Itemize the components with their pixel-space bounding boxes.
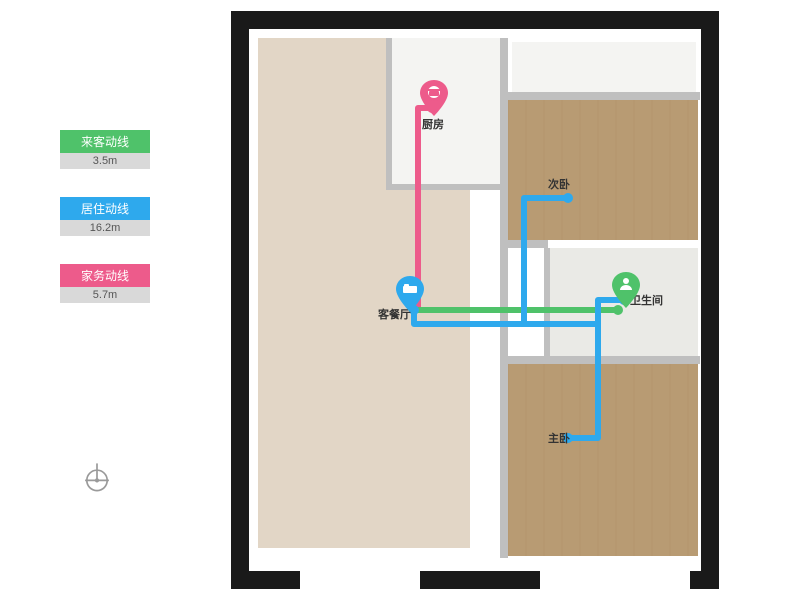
legend-value: 3.5m: [60, 153, 150, 169]
compass-icon: [80, 460, 114, 494]
kitchen-marker: [420, 80, 448, 116]
bed1-label: 主卧: [548, 430, 570, 446]
bed2-label: 次卧: [548, 176, 570, 192]
living-marker: [396, 276, 424, 312]
legend-label: 来客动线: [60, 130, 150, 153]
legend-value: 5.7m: [60, 287, 150, 303]
legend: 来客动线 3.5m 居住动线 16.2m 家务动线 5.7m: [60, 130, 150, 331]
legend-item-chore: 家务动线 5.7m: [60, 264, 150, 303]
kitchen-label: 厨房: [422, 116, 444, 132]
bath-marker: [612, 272, 640, 308]
legend-item-guest: 来客动线 3.5m: [60, 130, 150, 169]
legend-value: 16.2m: [60, 220, 150, 236]
legend-label: 居住动线: [60, 197, 150, 220]
legend-item-living: 居住动线 16.2m: [60, 197, 150, 236]
legend-label: 家务动线: [60, 264, 150, 287]
